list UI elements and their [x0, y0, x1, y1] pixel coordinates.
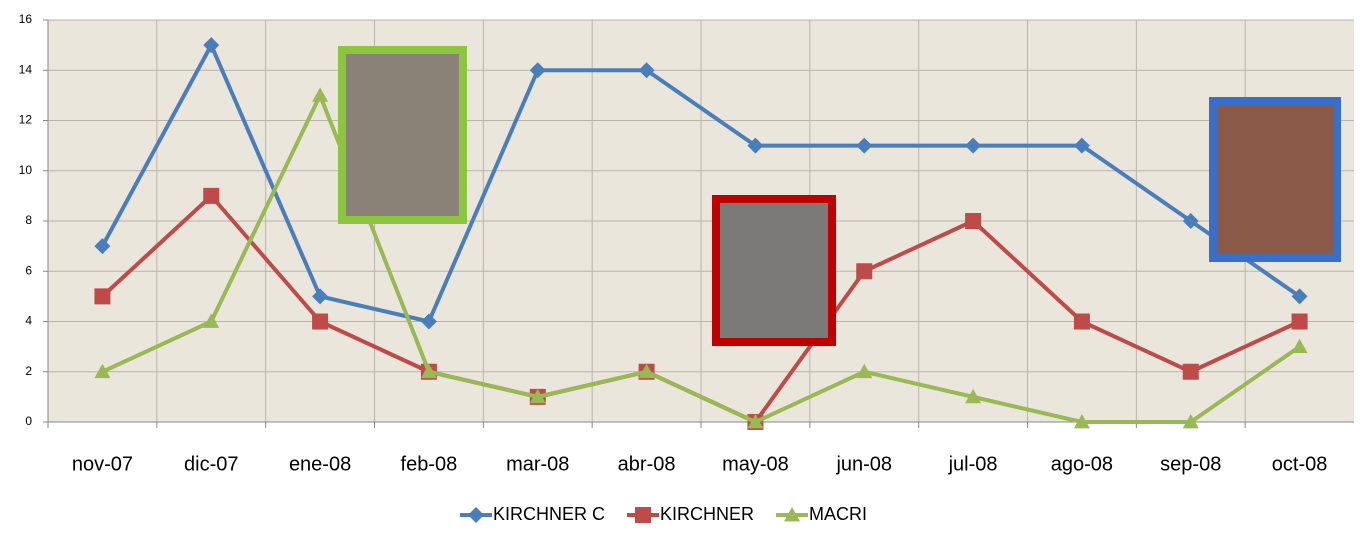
x-tick-label: feb-08	[401, 453, 458, 475]
marker	[468, 507, 484, 523]
marker	[856, 263, 872, 279]
photo-macri	[342, 50, 463, 220]
x-tick-label: abr-08	[618, 453, 676, 475]
y-tick-label: 8	[25, 213, 32, 227]
marker	[1292, 314, 1308, 330]
marker	[1183, 364, 1199, 380]
x-tick-label: dic-07	[184, 453, 238, 475]
marker	[312, 314, 328, 330]
photo-kirchner	[716, 199, 832, 342]
photo-kirchner-c	[1213, 101, 1337, 258]
x-tick-label: jun-08	[835, 453, 892, 475]
page: KIRCHNER C KIRCHNER MACRI 0 2 4 6 8 10 12 14 16 nov…	[0, 0, 1369, 539]
x-tick-label: may-08	[722, 453, 789, 475]
legend-label: KIRCHNER C	[493, 504, 605, 524]
x-tick-label: oct-08	[1272, 453, 1328, 475]
y-tick-label: 14	[19, 62, 33, 76]
legend-label: KIRCHNER	[660, 504, 754, 524]
legend-label: MACRI	[809, 504, 867, 524]
x-tick-label: sep-08	[1160, 453, 1221, 475]
marker	[1074, 314, 1090, 330]
y-tick-label: 16	[19, 12, 33, 26]
marker	[94, 288, 110, 304]
marker	[635, 507, 651, 523]
y-tick-label: 12	[19, 113, 33, 127]
marker	[965, 213, 981, 229]
y-tick-label: 0	[25, 414, 32, 428]
y-tick-label: 4	[25, 314, 32, 328]
chart: KIRCHNER C KIRCHNER MACRI 0 2 4 6 8 10 12 14 16 nov…	[0, 0, 1369, 539]
legend: KIRCHNER C KIRCHNER MACRI	[460, 504, 867, 524]
x-tick-label: nov-07	[72, 453, 133, 475]
y-tick-label: 6	[25, 263, 32, 277]
marker	[203, 188, 219, 204]
x-tick-label: jul-08	[948, 453, 998, 475]
y-tick-label: 2	[25, 364, 32, 378]
x-tick-label: mar-08	[506, 453, 569, 475]
x-tick-label: ago-08	[1051, 453, 1113, 475]
x-tick-label: ene-08	[289, 453, 351, 475]
y-tick-label: 10	[19, 163, 33, 177]
